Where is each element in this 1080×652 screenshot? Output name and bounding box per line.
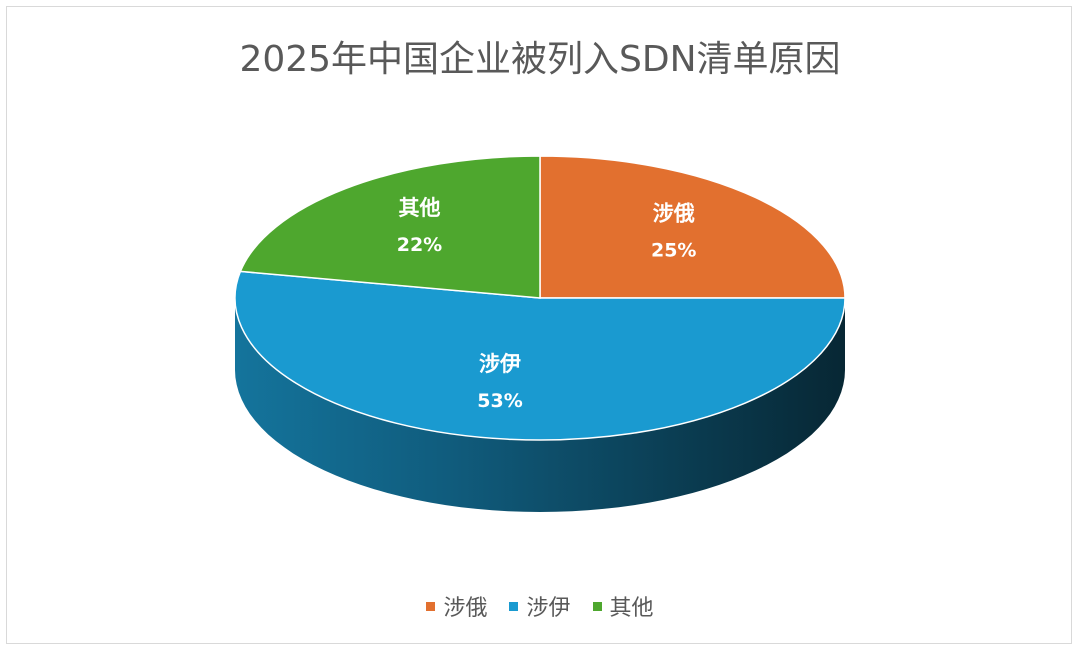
slice-value-label: 25% <box>651 240 696 262</box>
chart-frame <box>6 6 1072 644</box>
slice-category-label: 涉俄 <box>653 202 695 226</box>
slice-category-label: 涉伊 <box>479 352 521 376</box>
chart-title: 2025年中国企业被列入SDN清单原因 <box>239 39 841 80</box>
pie-slice-0 <box>539 155 846 299</box>
legend-swatch <box>592 601 602 611</box>
legend-item-2: 其他 <box>592 590 654 622</box>
pie-side-1 <box>235 298 845 512</box>
legend-swatch <box>509 601 519 611</box>
legend-item-0: 涉俄 <box>426 590 487 622</box>
slice-value-label: 53% <box>477 390 522 412</box>
legend-item-1: 涉伊 <box>509 590 571 622</box>
legend-label: 涉俄 <box>443 596 488 621</box>
legend-label: 其他 <box>609 596 654 621</box>
legend-swatch <box>426 601 436 611</box>
legend: 涉俄 涉伊 其他 <box>0 590 1080 622</box>
slice-category-label: 其他 <box>398 196 440 220</box>
pie-slice-2 <box>239 155 541 299</box>
pie-slice-1 <box>234 270 846 441</box>
legend-label: 涉伊 <box>526 596 571 621</box>
slice-value-label: 22% <box>397 234 442 256</box>
